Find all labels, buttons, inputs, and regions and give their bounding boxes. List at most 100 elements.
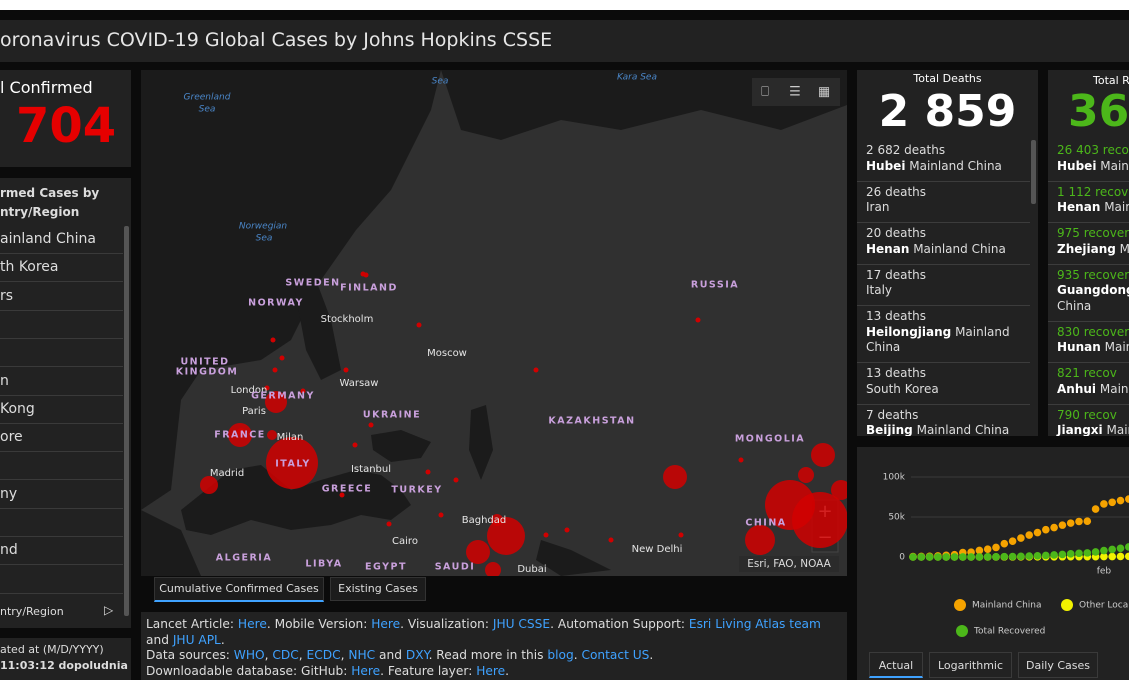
map-label: LIBYA: [305, 559, 342, 570]
info-link[interactable]: ECDC: [306, 648, 341, 662]
list-row[interactable]: ainland China: [0, 225, 123, 254]
list-row[interactable]: n: [0, 367, 123, 396]
info-link[interactable]: JHU APL: [172, 632, 221, 647]
stat-row[interactable]: 20 deaths Henan Mainland China: [857, 223, 1030, 265]
map-label: SWEDEN: [285, 278, 340, 289]
recovered-title: Total R: [1093, 74, 1129, 87]
updated-label: ated at (M/D/YYYY): [0, 643, 104, 656]
map-label: KINGDOM: [176, 367, 239, 378]
info-link[interactable]: Contact US: [581, 648, 650, 662]
data-point: [1050, 523, 1058, 532]
map-label: CHINA: [745, 518, 786, 529]
stat-row[interactable]: 821 recov Anhui Mainl: [1048, 363, 1129, 405]
stat-region: Henan: [866, 241, 910, 256]
list-row[interactable]: th Korea: [0, 253, 123, 283]
map-label: GREECE: [322, 484, 373, 495]
chart-tab[interactable]: Daily Cases: [1018, 652, 1098, 678]
sea: [181, 465, 411, 535]
info-link[interactable]: Here: [476, 663, 506, 678]
data-point: [1017, 552, 1025, 561]
confirmed-list: rmed Cases by ntry/Region ntry/Region ▷ …: [0, 178, 131, 628]
list-title-line: rmed Cases by: [0, 186, 100, 200]
case-bubble: [831, 480, 847, 500]
stat-row[interactable]: 26 403 reco Hubei Mainl: [1048, 140, 1129, 182]
list-footer[interactable]: ntry/Region: [0, 605, 64, 618]
stat-row[interactable]: 13 deaths Heilongjiang Mainland China: [857, 306, 1030, 363]
info-link[interactable]: Here: [371, 617, 401, 631]
data-point: [917, 553, 926, 561]
info-link[interactable]: JHU CSSE: [492, 617, 551, 631]
stat-place: Hubei Mainl: [1057, 159, 1129, 175]
info-link[interactable]: Here: [351, 663, 381, 678]
stat-count: 830 recover: [1057, 324, 1129, 339]
info-link[interactable]: CDC: [272, 648, 299, 662]
info-link[interactable]: DXY: [405, 648, 429, 662]
stat-row[interactable]: 13 deaths South Korea: [857, 363, 1030, 405]
map-label: Warsaw: [339, 378, 378, 389]
info-text: ,: [298, 648, 307, 662]
data-point: [1050, 551, 1058, 559]
case-bubble: [485, 562, 501, 576]
list-icon[interactable]: ☰: [789, 85, 801, 100]
list-row: [0, 565, 123, 594]
map-tab[interactable]: Cumulative Confirmed Cases: [154, 577, 324, 602]
case-bubble: [491, 514, 503, 526]
chart-tab[interactable]: Actual: [869, 652, 923, 678]
info-text: .: [220, 632, 225, 647]
info-link[interactable]: Here: [237, 617, 267, 631]
info-link[interactable]: Esri Living Atlas team: [688, 617, 821, 631]
info-link[interactable]: WHO: [233, 648, 265, 662]
case-dot: [352, 442, 358, 448]
stat-count: 26 deaths: [866, 184, 926, 199]
info-text: . Visualization:: [400, 617, 493, 631]
scrollbar[interactable]: [124, 226, 129, 616]
case-bubble: [663, 465, 687, 489]
list-row[interactable]: Kong: [0, 395, 123, 424]
list-row[interactable]: rs: [0, 282, 123, 311]
case-dot: [270, 337, 276, 343]
data-point: [1025, 552, 1033, 560]
stat-row[interactable]: 7 deaths Beijing Mainland China: [857, 405, 1030, 437]
stat-row[interactable]: 26 deaths Iran: [857, 182, 1030, 223]
stat-country: Mainland China: [913, 241, 1006, 256]
case-dot: [425, 469, 431, 475]
data-point: [934, 553, 942, 561]
chart-tab[interactable]: Logarithmic: [929, 652, 1012, 678]
data-point: [1042, 525, 1050, 534]
stat-region: Anhui: [1057, 381, 1097, 396]
stat-count: 17 deaths: [866, 267, 926, 282]
info-link[interactable]: blog: [547, 648, 574, 662]
stat-row[interactable]: 17 deaths Italy: [857, 265, 1030, 306]
header-title: oronavirus COVID-19 Global Cases by John…: [0, 29, 553, 51]
stat-country: Iran: [866, 200, 890, 214]
case-bubble: [267, 430, 277, 440]
list-row[interactable]: ore: [0, 423, 123, 453]
map-tab[interactable]: Existing Cases: [330, 577, 426, 601]
stat-count: 26 403 reco: [1057, 143, 1129, 157]
scrollbar[interactable]: [1031, 140, 1036, 204]
stat-count: 20 deaths: [866, 226, 926, 240]
stat-row[interactable]: 2 682 deaths Hubei Mainland China: [857, 140, 1030, 182]
footer-arrow[interactable]: ▷: [104, 603, 114, 617]
bookmark-icon[interactable]: ⎕: [761, 85, 769, 100]
list-row[interactable]: ny: [0, 480, 123, 509]
case-dot: [264, 385, 270, 391]
case-bubble: [237, 428, 245, 436]
case-dot: [533, 367, 539, 373]
grid-icon[interactable]: ▦: [818, 85, 830, 100]
stat-region: Beijing: [866, 423, 913, 436]
stat-row[interactable]: 935 recover Guangdong China: [1048, 265, 1129, 322]
confirmed-panel: l Confirmed 704: [0, 70, 131, 167]
data-point: [1108, 545, 1116, 554]
list-row[interactable]: nd: [0, 536, 123, 566]
row-text: th Korea: [0, 259, 59, 276]
legend-swatch: [956, 625, 968, 637]
info-link[interactable]: NHC: [348, 648, 376, 662]
deaths-title: Total Deaths: [913, 72, 982, 85]
map-label: GERMANY: [251, 391, 315, 402]
